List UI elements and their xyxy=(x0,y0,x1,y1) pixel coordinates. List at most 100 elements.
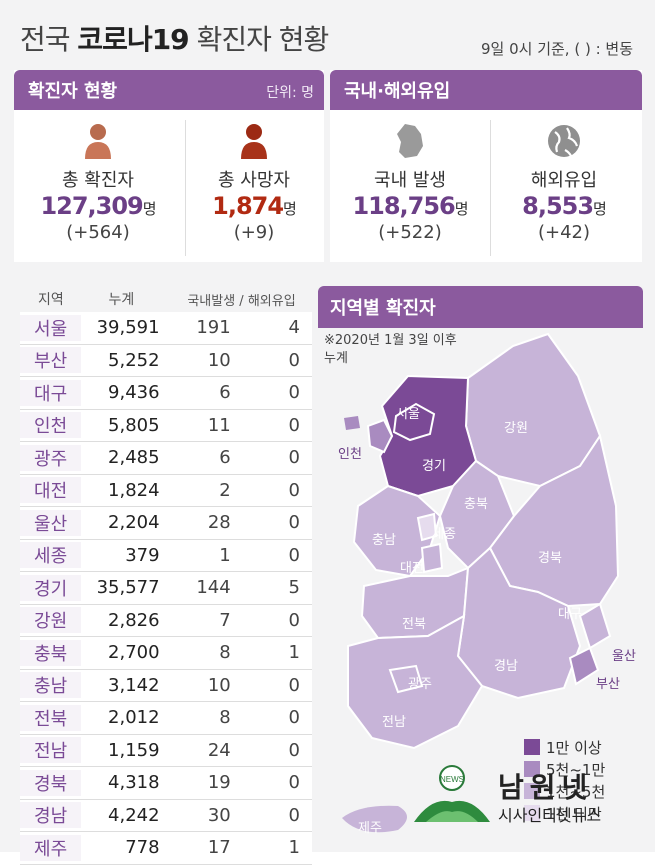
total-cases-label: 총 확진자 xyxy=(62,170,134,191)
table-row: 경북 4,318 19 0 xyxy=(20,767,312,800)
domestic-cell: 10 xyxy=(207,674,231,696)
label-jeonnam: 전남 xyxy=(382,714,406,729)
region-incheon-island xyxy=(344,416,360,430)
region-cell: 전남 xyxy=(20,737,82,764)
region-gwangju xyxy=(388,664,424,694)
regional-table: 지역 누계 국내발생 / 해외유입 서울 39,591 191 4 부산 5,252 10 0… xyxy=(20,286,312,865)
imported-cell: 0 xyxy=(288,609,300,631)
total-deaths-label: 총 사망자 xyxy=(218,170,290,191)
col-total-header: 누계 xyxy=(108,292,135,308)
total-cases-stat: 총 확진자 127,309명 (+564) xyxy=(18,122,178,243)
imported-cell: 5 xyxy=(288,577,300,599)
imported-change: (+42) xyxy=(537,222,591,243)
total-cases-value: 127,309명 xyxy=(40,192,156,220)
table-row: 인천 5,805 11 0 xyxy=(20,409,312,442)
imported-stat: 해외유입 8,553명 (+42) xyxy=(484,122,644,243)
domestic-cell: 17 xyxy=(207,837,231,859)
domestic-cell: 2 xyxy=(219,479,231,501)
label-gyeongbuk: 경북 xyxy=(538,550,562,565)
origin-panel-header: 국내·해외유입 xyxy=(330,70,642,110)
legend-item: 1천~5천 xyxy=(524,780,605,802)
table-row: 전남 1,159 24 0 xyxy=(20,734,312,767)
region-cell: 경남 xyxy=(20,802,82,829)
label-chungnam: 충남 xyxy=(372,532,396,547)
basis-note: 9일 0시 기준, ( ) : 변동 xyxy=(480,40,633,58)
region-cell: 울산 xyxy=(20,509,82,536)
legend-swatch xyxy=(524,761,540,777)
divider xyxy=(490,120,491,256)
legend-item: 5천~1만 xyxy=(524,758,605,780)
label-jeju: 제주 xyxy=(358,820,382,835)
table-row: 제주 778 17 1 xyxy=(20,832,312,865)
legend-item: 1천 미만 xyxy=(524,802,605,824)
person-icon xyxy=(81,122,115,160)
table-row: 충남 3,142 10 0 xyxy=(20,669,312,702)
region-sejong xyxy=(416,512,438,542)
total-cell: 5,252 xyxy=(108,349,160,371)
label-gyeongnam: 경남 xyxy=(494,658,518,673)
total-cell: 4,242 xyxy=(108,804,160,826)
region-cell: 제주 xyxy=(20,834,82,861)
total-cell: 2,700 xyxy=(108,642,160,664)
table-body: 서울 39,591 191 4 부산 5,252 10 0 대구 9,436 6 0 인천 5,805 11… xyxy=(20,312,312,865)
imported-cell: 0 xyxy=(288,707,300,729)
total-cell: 2,485 xyxy=(108,447,160,469)
domestic-stat: 국내 발생 118,756명 (+522) xyxy=(330,122,490,243)
region-ulsan xyxy=(578,602,612,650)
domestic-cell: 1 xyxy=(219,544,231,566)
label-seoul: 서울 xyxy=(396,406,420,421)
table-row: 경기 35,577 144 5 xyxy=(20,572,312,605)
domestic-cell: 7 xyxy=(219,609,231,631)
domestic-cell: 8 xyxy=(219,707,231,729)
legend-swatch xyxy=(524,783,540,799)
total-cases-change: (+564) xyxy=(66,222,130,243)
table-row: 울산 2,204 28 0 xyxy=(20,507,312,540)
total-cell: 778 xyxy=(125,837,160,859)
domestic-cell: 10 xyxy=(207,349,231,371)
domestic-value: 118,756명 xyxy=(352,192,468,220)
col-region-header: 지역 xyxy=(38,292,64,308)
origin-panel: 국내·해외유입 국내 발생 118,756명 (+522) 해외유입 8,553… xyxy=(330,70,642,262)
imported-cell: 0 xyxy=(288,479,300,501)
table-row: 대구 9,436 6 0 xyxy=(20,377,312,410)
domestic-cell: 8 xyxy=(219,642,231,664)
total-cell: 1,824 xyxy=(108,479,160,501)
namwon-net-logo: NEWS 남원넷 시사인터넷뉴스 xyxy=(412,762,642,832)
label-jeonbuk: 전북 xyxy=(402,616,426,631)
region-cell: 충북 xyxy=(20,639,82,666)
unit-label: 단위: 명 xyxy=(266,85,314,101)
table-row: 대전 1,824 2 0 xyxy=(20,474,312,507)
region-cell: 경북 xyxy=(20,769,82,796)
domestic-cell: 6 xyxy=(219,382,231,404)
col-split-header: 국내발생 / 해외유입 xyxy=(187,293,296,309)
imported-cell: 0 xyxy=(288,804,300,826)
region-cell: 부산 xyxy=(20,347,82,374)
legend-item: 1만 이상 xyxy=(524,736,605,758)
label-incheon: 인천 xyxy=(338,446,362,461)
table-row: 부산 5,252 10 0 xyxy=(20,344,312,377)
domestic-cell: 191 xyxy=(196,317,231,339)
imported-cell: 0 xyxy=(288,447,300,469)
region-jeju xyxy=(342,805,407,833)
table-row: 전북 2,012 8 0 xyxy=(20,702,312,735)
map-panel: 지역별 확진자 ※2020년 1월 3일 이후 누계 xyxy=(318,286,643,846)
label-ulsan: 울산 xyxy=(612,648,636,663)
legend-swatch xyxy=(524,805,540,821)
logo-name: 남원넷 xyxy=(498,771,594,804)
region-seoul xyxy=(392,402,436,442)
total-cell: 5,805 xyxy=(108,414,160,436)
total-deaths-change: (+9) xyxy=(233,222,275,243)
region-gangwon xyxy=(464,332,602,488)
imported-cell: 0 xyxy=(288,512,300,534)
domestic-cell: 30 xyxy=(207,804,231,826)
total-cell: 1,159 xyxy=(108,739,160,761)
domestic-cell: 6 xyxy=(219,447,231,469)
map-legend: 1만 이상 5천~1만 1천~5천 1천 미만 xyxy=(524,736,605,824)
domestic-cell: 24 xyxy=(207,739,231,761)
svg-text:NEWS: NEWS xyxy=(440,775,464,784)
divider xyxy=(185,120,186,256)
origin-panel-title: 국내·해외유입 xyxy=(344,81,451,102)
region-cell: 인천 xyxy=(20,412,82,439)
table-header: 지역 누계 국내발생 / 해외유입 xyxy=(20,286,312,312)
